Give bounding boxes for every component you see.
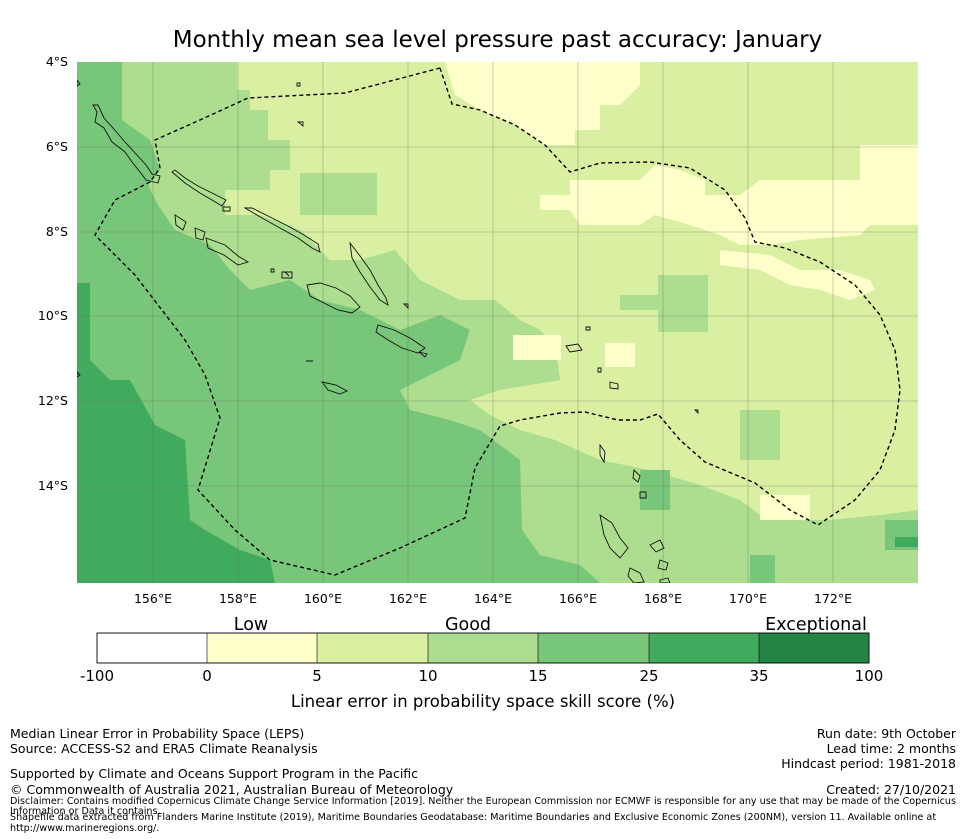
colorbar-swatch [649, 633, 759, 663]
colorbar-swatch [538, 633, 649, 663]
lon-label: 168°E [644, 591, 682, 606]
footer-source-line: Source: ACCESS-S2 and ERA5 Climate Reana… [10, 741, 318, 756]
colorbar-tick: 25 [639, 667, 658, 685]
lon-label: 162°E [389, 591, 427, 606]
colorbar-tick: -100 [80, 667, 114, 685]
colorbar-swatch [97, 633, 207, 663]
skill-field [77, 62, 918, 583]
makira-island [375, 324, 426, 354]
colorbar-swatch [759, 633, 869, 663]
colorbar-category-exceptional: Exceptional [765, 615, 867, 635]
footer-copyright-line: © Commonwealth of Australia 2021, Austra… [10, 782, 454, 797]
colorbar-tick: 5 [312, 667, 322, 685]
lat-label: 6°S [46, 139, 68, 154]
colorbar-swatch [207, 633, 317, 663]
colorbar-category-good: Good [445, 615, 491, 635]
espiritu-santo-island [599, 514, 629, 559]
choiseul-island [171, 169, 227, 207]
colorbar-tick: 100 [855, 667, 884, 685]
coastlines [77, 79, 699, 583]
guadalcanal-island [306, 282, 361, 314]
russell-islands [281, 271, 293, 279]
colorbar-tick: 15 [528, 667, 547, 685]
graticule [77, 62, 918, 583]
footer-run-date: Run date: 9th October [816, 726, 956, 741]
footer-leps-line: Median Linear Error in Probability Space… [10, 726, 305, 741]
malaita-island [349, 241, 389, 307]
lon-label: 166°E [559, 591, 597, 606]
lon-label: 164°E [474, 591, 512, 606]
colorbar-tick: 35 [749, 667, 768, 685]
lon-label: 170°E [729, 591, 767, 606]
footer-lead-time: Lead time: 2 months [826, 741, 956, 756]
lat-label: 4°S [46, 54, 68, 69]
map-title: Monthly mean sea level pressure past acc… [172, 27, 823, 53]
lon-label: 158°E [219, 591, 257, 606]
bougainville-island [92, 104, 161, 184]
colorbar [96, 632, 870, 664]
santa-cruz-islands [565, 343, 619, 390]
santa-isabel-island [243, 207, 321, 253]
colorbar-title: Linear error in probability space skill … [290, 692, 676, 711]
colorbar-tick: 10 [418, 667, 437, 685]
footer-shapefile-credit: Shapefile data extracted from Flanders M… [10, 812, 937, 823]
footer-hindcast-period: Hindcast period: 1981-2018 [781, 756, 956, 771]
lon-label: 160°E [304, 591, 342, 606]
colorbar-swatch [317, 633, 428, 663]
vanuatu-islets [639, 491, 671, 583]
lon-label: 172°E [814, 591, 852, 606]
footer-support-line: Supported by Climate and Oceans Support … [10, 766, 419, 781]
colorbar-swatch [428, 633, 538, 663]
footer-disclaimer-cont: Information or Data it contains. [10, 806, 161, 817]
lat-label: 14°S [38, 478, 68, 493]
colorbar-category-low: Low [234, 615, 268, 635]
lon-label: 156°E [134, 591, 172, 606]
small-islets [77, 79, 699, 415]
footer-disclaimer: Disclaimer: Contains modified Copernicus… [10, 796, 956, 807]
lat-label: 10°S [38, 308, 68, 323]
rennell-island [320, 381, 349, 395]
malekula-island [627, 567, 645, 583]
banks-islands [599, 443, 641, 483]
lat-label: 8°S [46, 224, 68, 239]
new-georgia-islands [174, 214, 250, 266]
footer-created-date: Created: 27/10/2021 [826, 782, 956, 797]
lat-label: 12°S [38, 393, 68, 408]
colorbar-tick: 0 [202, 667, 212, 685]
footer-shapefile-url: http://www.marineregions.org/. [10, 823, 160, 834]
